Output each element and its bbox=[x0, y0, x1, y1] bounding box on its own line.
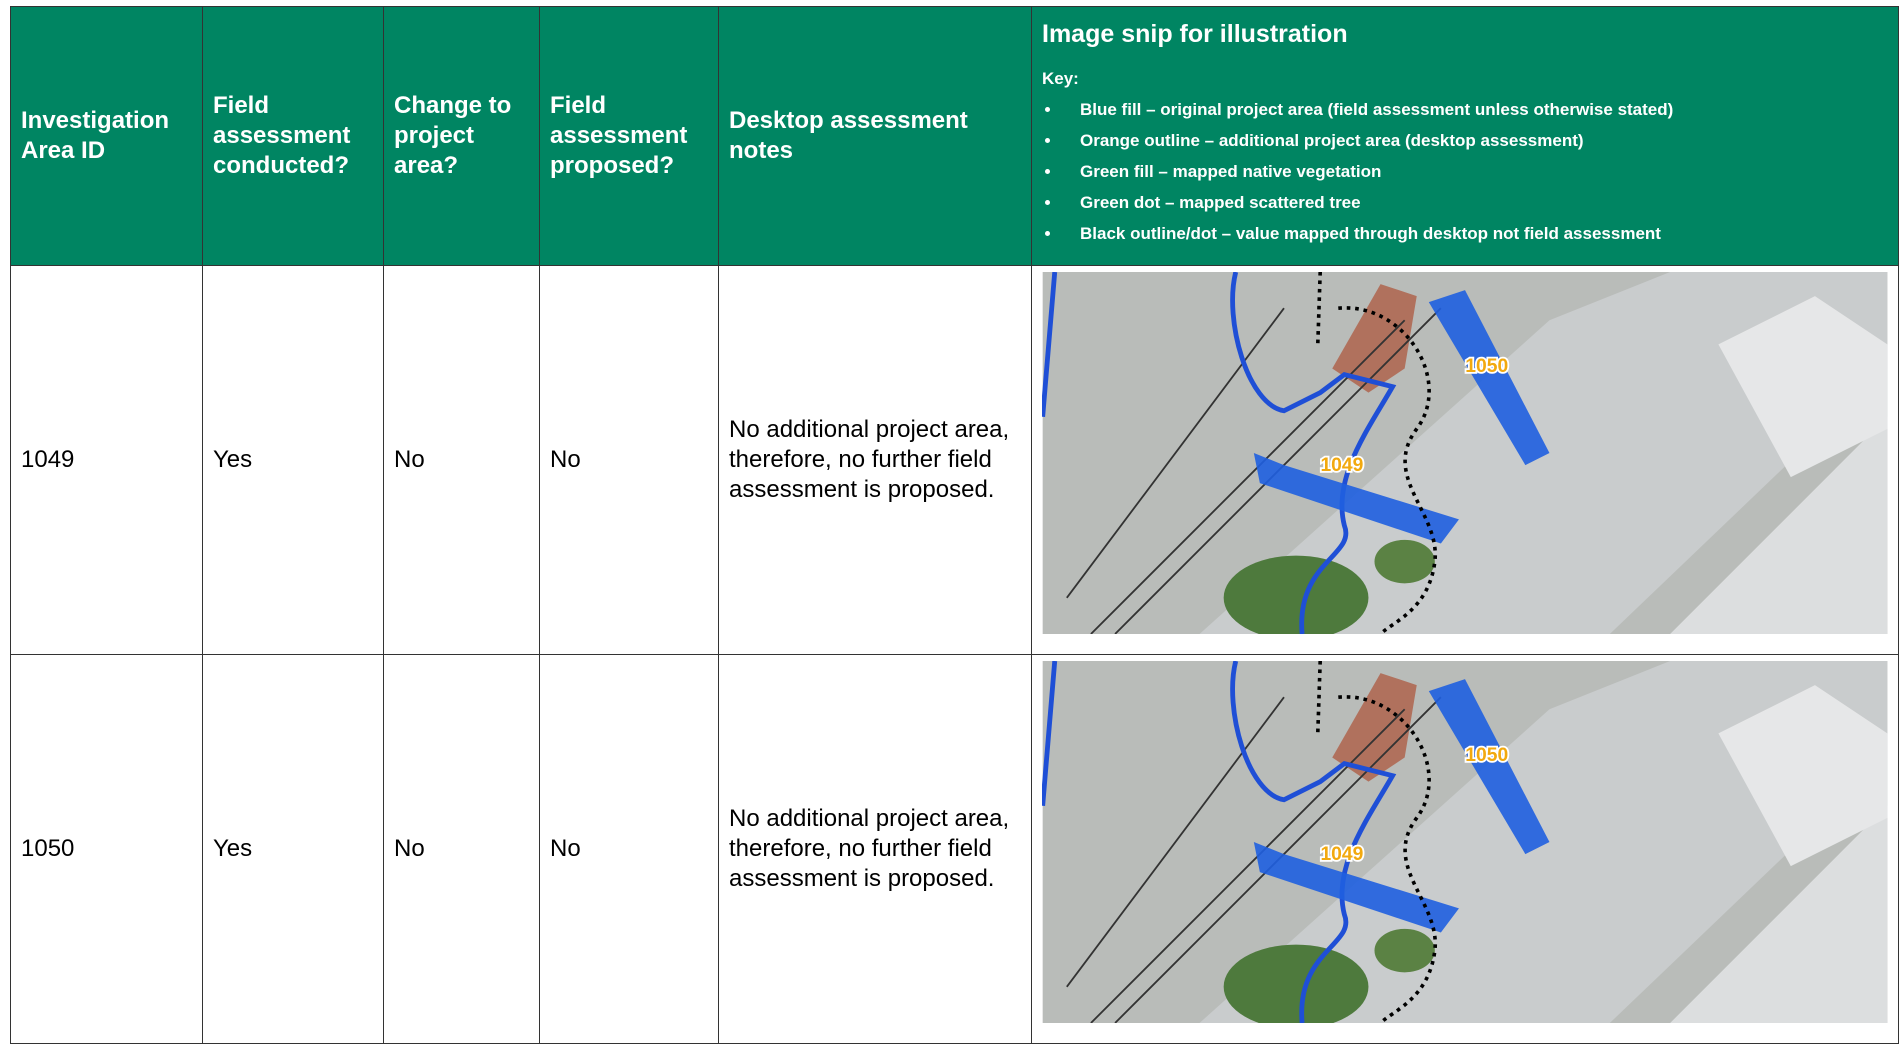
buildings bbox=[1670, 805, 1888, 1023]
map-image: 1050 1049 bbox=[1040, 271, 1888, 641]
cell: No additional project area, therefore, n… bbox=[718, 265, 1032, 655]
assessment-table: Investigation Area ID Field assessment c… bbox=[10, 6, 1899, 1044]
cell: 1050 bbox=[10, 654, 203, 1044]
blue-area bbox=[1253, 453, 1459, 544]
key-item: Green dot – mapped scattered tree bbox=[1062, 187, 1888, 218]
dotted-outline bbox=[1315, 271, 1437, 636]
cell: 1049 bbox=[10, 265, 203, 655]
map-label: 1050 bbox=[1465, 745, 1508, 766]
map-image: 1050 1049 bbox=[1040, 660, 1888, 1030]
trees bbox=[1223, 555, 1369, 641]
cell: No bbox=[539, 654, 719, 1044]
key: Key: Blue fill – original project area (… bbox=[1042, 63, 1888, 249]
image-header: Image snip for illustration Key: Blue fi… bbox=[1031, 6, 1899, 266]
map-cell: 1050 1049 bbox=[1031, 654, 1899, 1044]
row: 1050 Yes No No No additional project are… bbox=[10, 654, 1899, 1044]
key-list: Blue fill – original project area (field… bbox=[1042, 94, 1888, 249]
page: Investigation Area ID Field assessment c… bbox=[0, 0, 1899, 1022]
column-header: Investigation Area ID bbox=[10, 6, 203, 266]
roof bbox=[1332, 673, 1417, 782]
key-item: Blue fill – original project area (field… bbox=[1062, 94, 1888, 125]
blue-outline bbox=[1040, 271, 1397, 635]
cell: No bbox=[383, 265, 540, 655]
buildings bbox=[1718, 685, 1888, 867]
buildings bbox=[1670, 416, 1888, 634]
cell: No additional project area, therefore, n… bbox=[718, 654, 1032, 1044]
roof bbox=[1332, 284, 1417, 393]
column-header: Field assessment proposed? bbox=[539, 6, 719, 266]
blue-outline bbox=[1040, 660, 1397, 1024]
map-label: 1049 bbox=[1320, 455, 1363, 476]
cell: Yes bbox=[202, 265, 384, 655]
key-item: Orange outline – additional project area… bbox=[1062, 125, 1888, 156]
image-title: Image snip for illustration bbox=[1042, 20, 1348, 48]
cell: No bbox=[539, 265, 719, 655]
column-header: Desktop assessment notes bbox=[718, 6, 1032, 266]
map-cell: 1050 1049 bbox=[1031, 265, 1899, 655]
map-label: 1050 bbox=[1465, 356, 1508, 377]
buildings bbox=[1718, 296, 1888, 478]
trees bbox=[1374, 928, 1435, 973]
key-item: Green fill – mapped native vegetation bbox=[1062, 156, 1888, 187]
trees bbox=[1374, 539, 1435, 584]
header-row: Investigation Area ID Field assessment c… bbox=[10, 6, 1899, 266]
cell: Yes bbox=[202, 654, 384, 1044]
column-header: Field assessment conducted? bbox=[202, 6, 384, 266]
blue-area bbox=[1428, 290, 1550, 466]
cell: No bbox=[383, 654, 540, 1044]
key-item: Black outline/dot – value mapped through… bbox=[1062, 218, 1888, 249]
map-label: 1049 bbox=[1320, 844, 1363, 865]
blue-area bbox=[1253, 842, 1459, 933]
row: 1049 Yes No No No additional project are… bbox=[10, 265, 1899, 655]
trees bbox=[1223, 944, 1369, 1030]
blue-area bbox=[1428, 679, 1550, 855]
dotted-outline bbox=[1315, 660, 1437, 1025]
key-title: Key: bbox=[1042, 69, 1079, 88]
column-header: Change to project area? bbox=[383, 6, 540, 266]
